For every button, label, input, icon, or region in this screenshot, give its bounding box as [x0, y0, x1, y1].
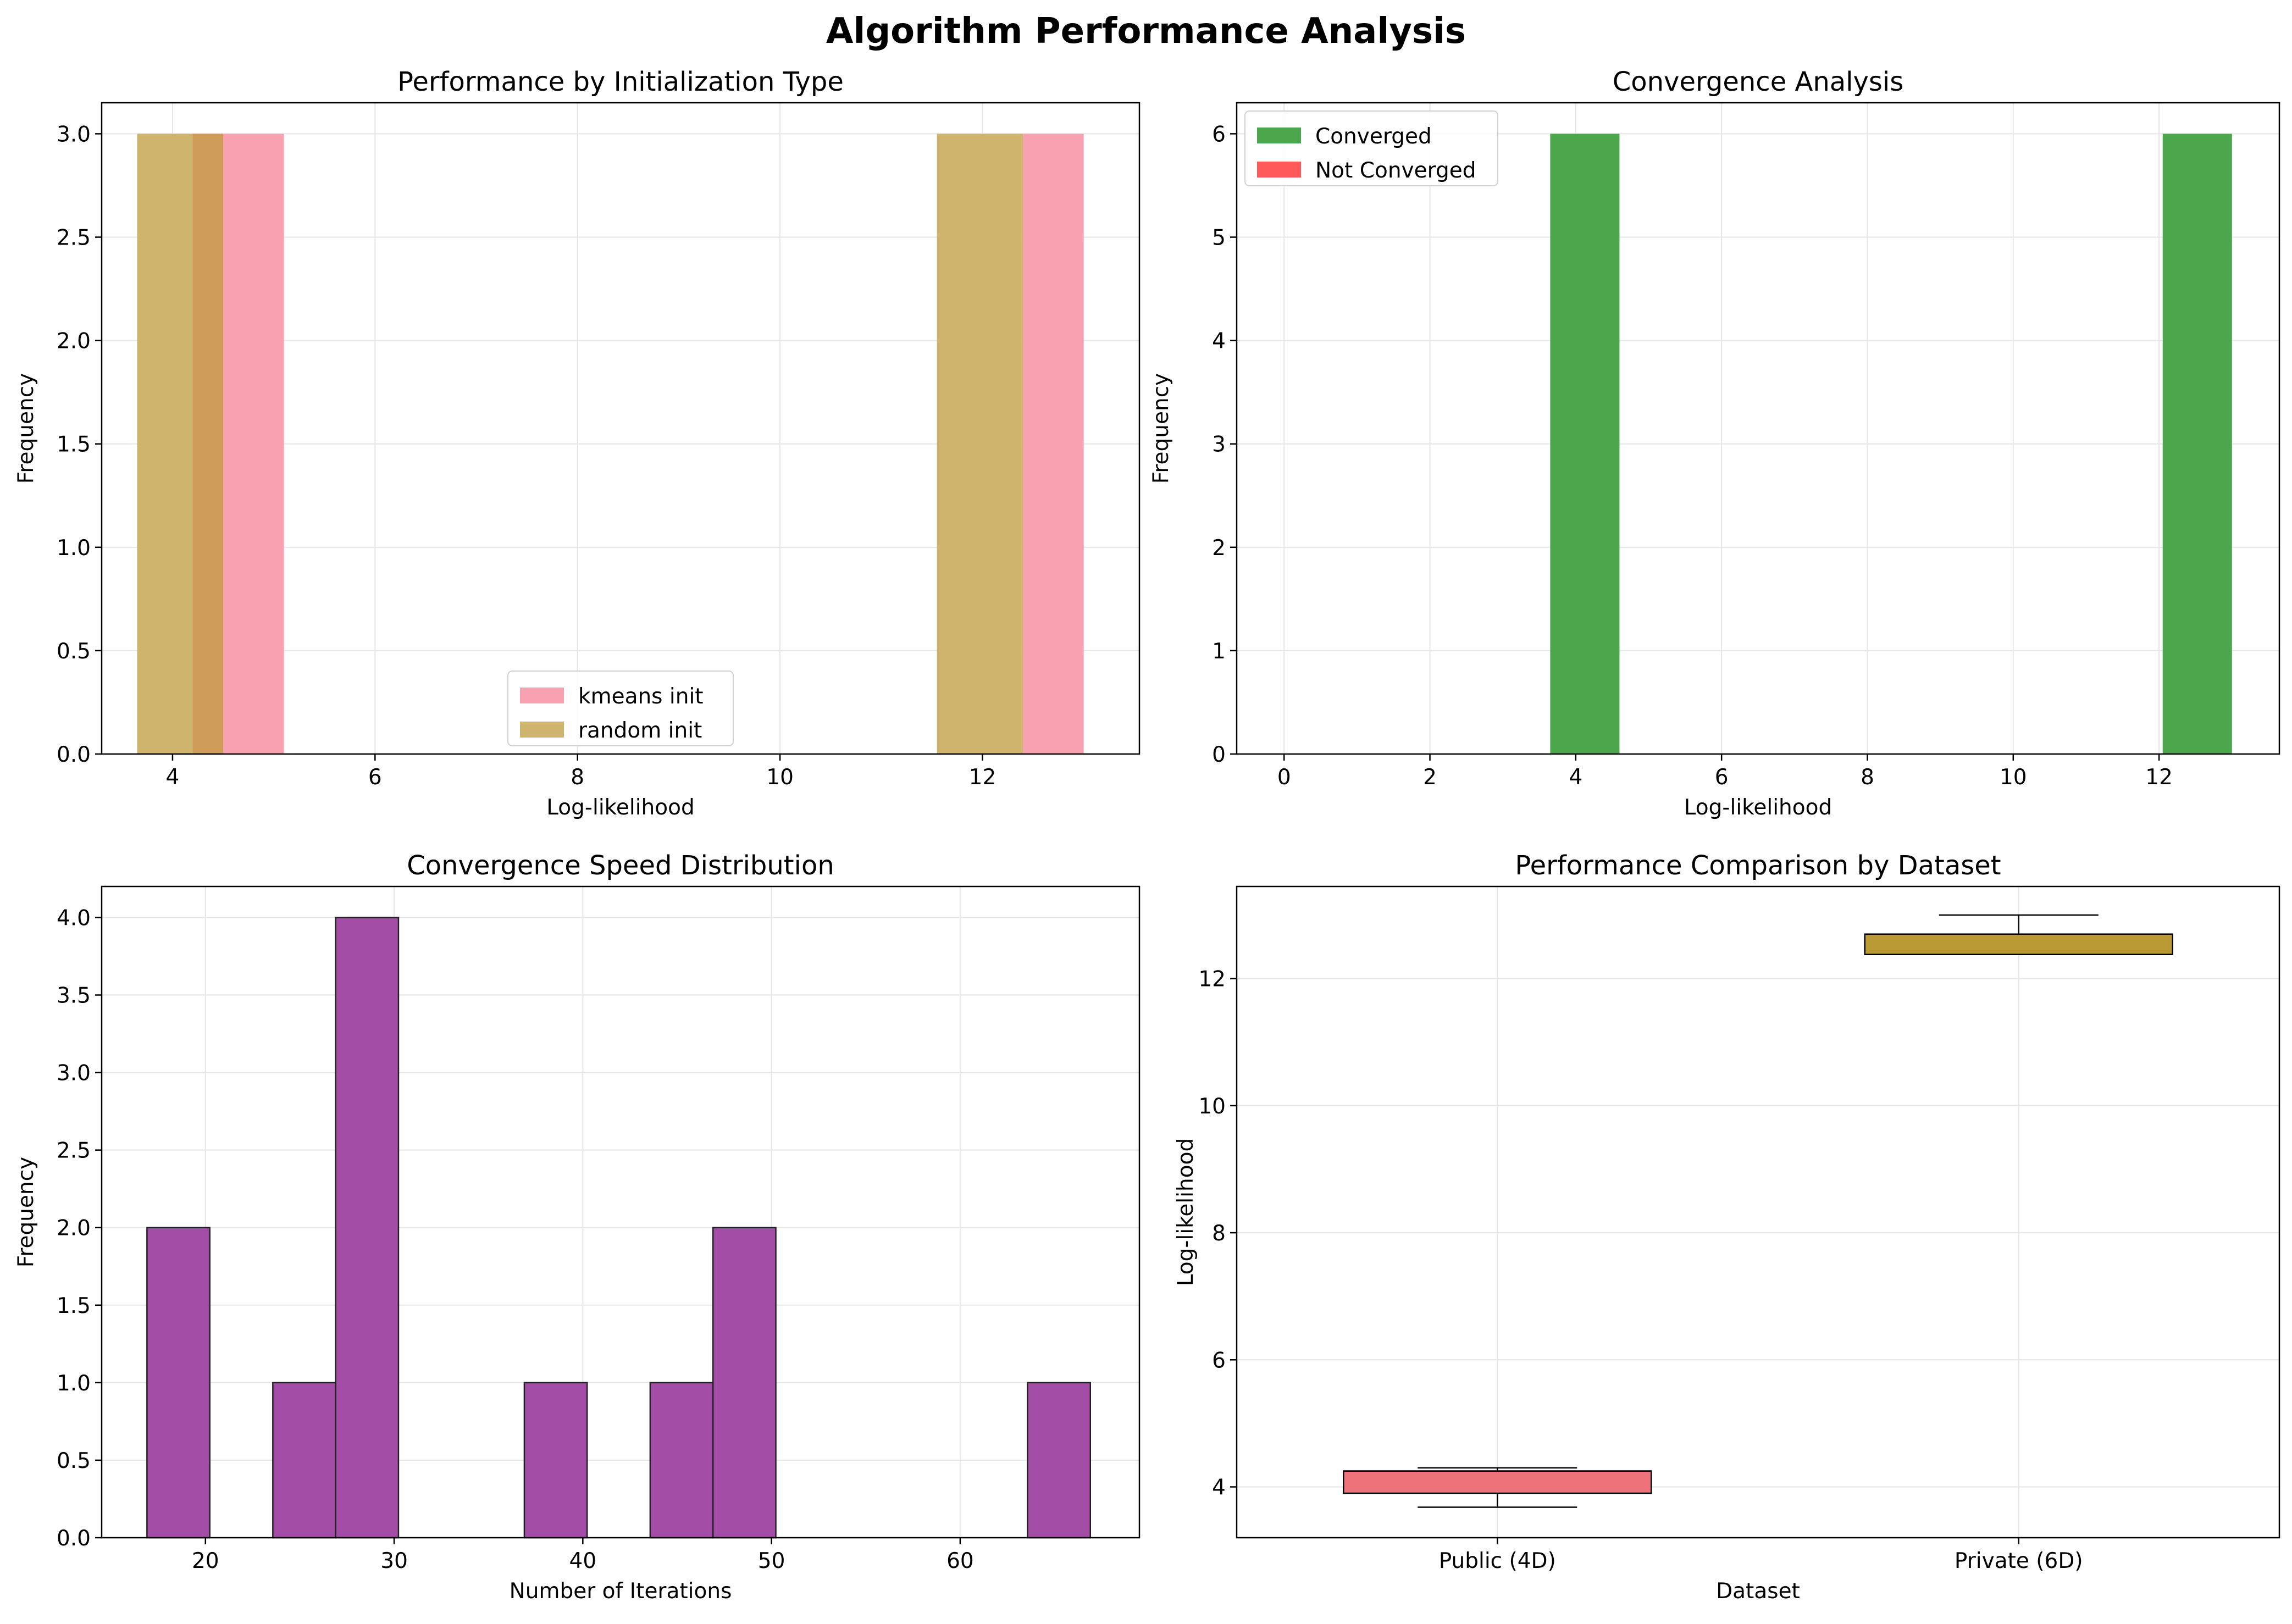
- axes-title: Performance Comparison by Dataset: [1515, 850, 2001, 881]
- axes-title: Performance by Initialization Type: [397, 66, 844, 97]
- x-tick-label: Public (4D): [1439, 1549, 1556, 1573]
- y-axis-label: Frequency: [14, 373, 38, 484]
- legend-box: [1244, 110, 1498, 186]
- x-tick-label: 12: [2145, 765, 2173, 790]
- y-tick-label: 8: [1212, 1221, 1226, 1246]
- y-tick-label: 0.5: [57, 639, 91, 664]
- x-tick-label: 4: [1569, 765, 1582, 790]
- x-tick-label: 10: [766, 765, 794, 790]
- y-tick-label: 3.0: [57, 1061, 91, 1086]
- y-axis-label: Frequency: [14, 1157, 38, 1267]
- axes-title: Convergence Analysis: [1613, 66, 1904, 97]
- y-tick-label: 10: [1198, 1094, 1226, 1119]
- x-tick-label: 20: [192, 1549, 219, 1573]
- legend-swatch: [520, 722, 564, 738]
- histogram-bar: [1027, 1382, 1091, 1539]
- y-tick-label: 4: [1212, 1476, 1226, 1500]
- histogram-bar-overlap: [192, 134, 224, 754]
- y-tick-label: 1.0: [57, 1371, 91, 1396]
- y-tick-label: 2.5: [57, 226, 91, 251]
- y-tick-label: 0.0: [57, 1526, 91, 1551]
- x-tick-label: 0: [1277, 765, 1291, 790]
- x-tick-label: 8: [1861, 765, 1874, 790]
- y-tick-label: 0.5: [57, 1449, 91, 1473]
- y-tick-label: 0: [1212, 742, 1226, 767]
- chart-panel-3: 20 30 40 50 60 0.0 0.5 1.0 1.5 2.0 2.5 3.0 3.5 4.0 Con…: [14, 850, 1141, 1604]
- y-tick-label: 2.0: [57, 329, 91, 354]
- x-tick-label: Private (6D): [1955, 1549, 2083, 1573]
- y-tick-label: 0.0: [57, 742, 91, 767]
- x-axis-label: Dataset: [1716, 1579, 1800, 1604]
- y-tick-label: 3.5: [57, 984, 91, 1008]
- x-axis-label: Log-likelihood: [1684, 795, 1832, 820]
- x-tick-label: 4: [166, 765, 180, 790]
- axes-frame: [101, 102, 1141, 755]
- x-tick-label: 40: [569, 1549, 597, 1573]
- y-tick-label: 3: [1212, 433, 1226, 457]
- x-tick-label: 12: [969, 765, 996, 790]
- legend-box: [507, 670, 734, 746]
- y-tick-label: 1.0: [57, 536, 91, 561]
- axes-frame: [101, 885, 1141, 1539]
- legend-swatch: [1257, 162, 1301, 178]
- legend: kmeans init random init: [507, 670, 734, 746]
- histogram-bar: [2162, 134, 2232, 754]
- histogram-bar: [1023, 134, 1084, 754]
- legend-label: random init: [578, 718, 702, 743]
- y-tick-label: 4.0: [57, 906, 91, 930]
- x-tick-label: 8: [571, 765, 584, 790]
- x-tick-label: 2: [1423, 765, 1437, 790]
- y-tick-label: 4: [1212, 329, 1226, 354]
- y-tick-label: 2.0: [57, 1216, 91, 1241]
- box-body: [1864, 933, 2173, 955]
- histogram-bar: [1550, 134, 1620, 754]
- histogram-bar: [335, 917, 400, 1539]
- x-tick-label: 60: [946, 1549, 974, 1573]
- y-tick-label: 12: [1198, 967, 1226, 992]
- x-axis-label: Number of Iterations: [510, 1579, 732, 1604]
- legend-label: kmeans init: [578, 684, 704, 709]
- box-body: [1343, 1470, 1652, 1494]
- x-tick-label: 6: [368, 765, 382, 790]
- axes-frame: [1236, 885, 2280, 1539]
- y-tick-label: 1.5: [57, 1294, 91, 1318]
- y-tick-label: 6: [1212, 1348, 1226, 1373]
- histogram-bar: [937, 134, 1023, 754]
- histogram-bar: [523, 1382, 588, 1539]
- legend-label: Not Converged: [1315, 158, 1476, 183]
- y-tick-label: 2: [1212, 536, 1226, 561]
- y-tick-label: 1.5: [57, 433, 91, 457]
- y-tick-label: 1: [1212, 639, 1226, 664]
- y-tick-label: 5: [1212, 226, 1226, 251]
- legend: Converged Not Converged: [1244, 110, 1498, 186]
- histogram-bar: [649, 1382, 714, 1539]
- y-tick-label: 2.5: [57, 1139, 91, 1163]
- legend-swatch: [520, 688, 564, 703]
- axes-frame: [1236, 102, 2280, 755]
- x-tick-label: 50: [758, 1549, 785, 1573]
- y-axis-label: Log-likelihood: [1173, 1138, 1198, 1286]
- x-tick-label: 10: [2000, 765, 2027, 790]
- y-tick-label: 3.0: [57, 122, 91, 147]
- x-tick-label: 30: [380, 1549, 408, 1573]
- x-tick-label: 6: [1715, 765, 1729, 790]
- chart-panel-4: Public (4D) Private (6D) 4 6 8 10 12 Performanc…: [1173, 850, 2280, 1604]
- histogram-bar: [146, 1227, 211, 1539]
- y-axis-label: Frequency: [1149, 373, 1173, 484]
- histogram-bar: [712, 1227, 777, 1539]
- y-tick-label: 6: [1212, 122, 1226, 147]
- histogram-bar: [272, 1382, 336, 1539]
- legend-swatch: [1257, 128, 1301, 143]
- legend-label: Converged: [1315, 124, 1432, 149]
- x-axis-label: Log-likelihood: [546, 795, 694, 820]
- chart-panel-1: 4 6 8 10 12 0.0 0.5 1.0 1.5 2.0 2.5 3.0 Performance …: [14, 66, 1141, 820]
- axes-title: Convergence Speed Distribution: [407, 850, 834, 881]
- figure-title: Algorithm Performance Analysis: [826, 11, 1466, 52]
